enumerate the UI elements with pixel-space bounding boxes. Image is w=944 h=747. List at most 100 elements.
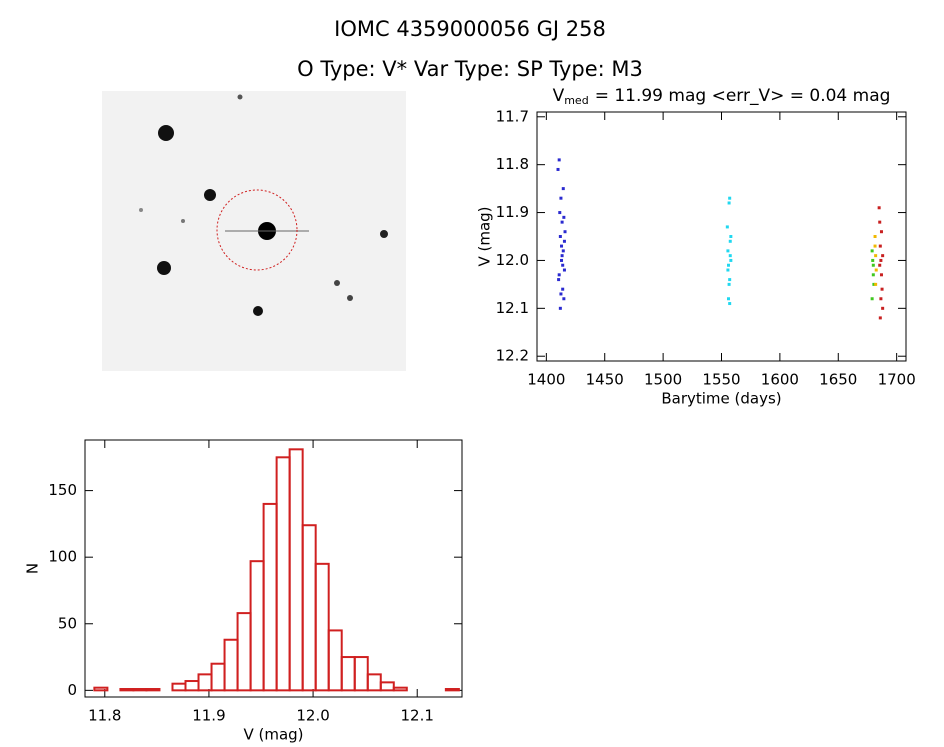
data-point xyxy=(871,258,875,262)
histogram-bar xyxy=(353,656,369,692)
y-tick-label: 12.2 xyxy=(496,347,529,365)
data-point xyxy=(726,249,730,253)
histogram-bar xyxy=(392,686,408,692)
data-point xyxy=(872,282,876,286)
data-point xyxy=(728,302,732,306)
histogram-bar xyxy=(327,629,343,692)
data-point xyxy=(728,278,732,282)
histogram-bar xyxy=(340,656,356,692)
histogram-bar xyxy=(301,524,317,692)
x-axis-label: Barytime (days) xyxy=(661,390,781,408)
histogram-bar xyxy=(210,662,226,692)
data-point xyxy=(874,282,878,286)
histogram-bar xyxy=(444,688,460,692)
histogram-bar xyxy=(119,688,135,692)
data-point xyxy=(726,268,730,272)
y-tick-label: 50 xyxy=(58,614,77,632)
data-point xyxy=(878,220,882,224)
histogram-bar xyxy=(314,562,330,692)
y-axis-label: V (mag) xyxy=(476,206,494,266)
data-point xyxy=(557,158,561,162)
data-point xyxy=(874,268,878,272)
star xyxy=(204,189,216,201)
data-point xyxy=(563,230,567,234)
data-point xyxy=(879,273,883,277)
data-point xyxy=(561,187,565,191)
data-point xyxy=(556,167,560,171)
star xyxy=(181,219,185,223)
data-point xyxy=(561,249,565,253)
star xyxy=(139,208,143,212)
y-tick-label: 11.7 xyxy=(496,107,529,125)
x-tick-label: 11.9 xyxy=(192,707,225,725)
sky-image xyxy=(102,91,406,371)
x-tick-label: 1700 xyxy=(878,371,916,389)
title-part: = 11.99 mag <err_V> = 0.04 mag xyxy=(595,86,891,106)
data-point xyxy=(559,292,563,296)
star xyxy=(334,280,340,286)
data-point xyxy=(870,297,874,301)
data-point xyxy=(873,244,877,248)
y-tick-label: 12.1 xyxy=(496,299,529,317)
chart-title: Vmed = 11.99 mag <err_V> = 0.04 mag xyxy=(553,86,891,107)
histogram-bar xyxy=(184,680,200,692)
data-point xyxy=(557,278,561,282)
histogram-bar xyxy=(379,681,395,692)
y-axis-label: N xyxy=(24,563,42,574)
x-tick-label: 1400 xyxy=(527,371,565,389)
histogram-bar xyxy=(93,686,109,692)
x-tick-label: 11.8 xyxy=(88,707,121,725)
histogram-bar xyxy=(197,673,213,692)
y-tick-label: 11.9 xyxy=(496,203,529,221)
y-tick-label: 150 xyxy=(48,481,77,499)
data-point xyxy=(727,282,731,286)
page-subtitle: O Type: V* Var Type: SP Type: M3 xyxy=(297,57,643,81)
data-point xyxy=(558,235,562,238)
aperture-circle xyxy=(216,189,298,271)
histogram-bar xyxy=(145,688,161,692)
histogram-bar xyxy=(236,612,252,692)
x-tick-label: 1650 xyxy=(819,371,857,389)
star xyxy=(380,230,388,238)
y-tick-label: 12.0 xyxy=(496,251,529,269)
page-title: IOMC 4359000056 GJ 258 xyxy=(334,17,606,41)
data-point xyxy=(560,244,564,248)
y-tick-label: 11.8 xyxy=(496,155,529,173)
data-point xyxy=(878,316,882,320)
data-point xyxy=(558,211,562,215)
histogram-bar xyxy=(171,682,187,692)
x-tick-label: 12.1 xyxy=(401,707,434,725)
data-point xyxy=(879,258,883,262)
data-point xyxy=(727,201,731,205)
plot-frame xyxy=(536,111,907,362)
histogram-bar xyxy=(223,638,239,692)
data-point xyxy=(560,220,564,224)
histogram-bar xyxy=(262,502,278,692)
data-point xyxy=(557,273,561,277)
x-tick-label: 1450 xyxy=(586,371,624,389)
star xyxy=(347,295,353,301)
data-point xyxy=(881,306,885,310)
star xyxy=(158,125,174,141)
data-point xyxy=(561,263,565,267)
star xyxy=(157,261,171,275)
data-point xyxy=(727,263,731,267)
y-tick-label: 100 xyxy=(48,548,77,566)
data-point xyxy=(562,239,566,243)
data-point xyxy=(559,196,563,200)
star xyxy=(253,306,263,316)
data-point xyxy=(874,254,878,258)
data-point xyxy=(871,263,875,267)
title-part: V xyxy=(553,86,565,106)
histogram-bar xyxy=(132,688,148,692)
data-point xyxy=(729,258,733,262)
x-axis-label: V (mag) xyxy=(243,726,303,744)
data-point xyxy=(562,268,566,272)
data-point xyxy=(878,244,882,248)
data-point xyxy=(879,297,883,301)
data-point xyxy=(729,235,733,238)
data-point xyxy=(881,254,885,258)
x-tick-label: 1600 xyxy=(761,371,799,389)
